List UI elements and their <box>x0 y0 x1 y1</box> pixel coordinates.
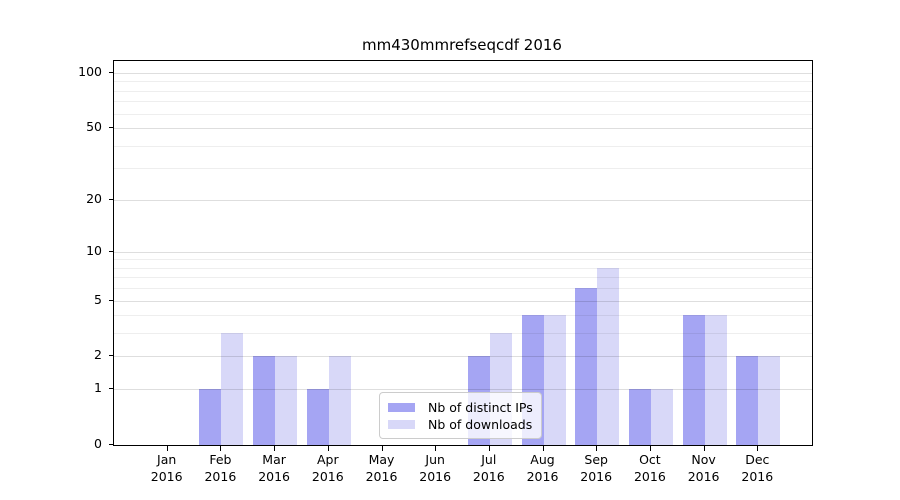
x-tick-label: Nov 2016 <box>687 452 720 484</box>
bar-downloads-apr <box>328 356 351 445</box>
gridline-major <box>114 251 812 253</box>
x-tick-label: Oct 2016 <box>633 452 666 484</box>
bar-distinct-ips-dec <box>736 356 759 445</box>
bar-distinct-ips-apr <box>306 389 329 445</box>
legend-label-distinct-ips: Nb of distinct IPs <box>428 400 533 415</box>
x-axis-tick <box>488 446 490 451</box>
x-axis-tick <box>649 446 651 451</box>
bar-downloads-aug <box>543 315 566 445</box>
x-axis-tick <box>757 446 759 451</box>
x-tick-label: May 2016 <box>365 452 398 484</box>
y-tick-label: 20 <box>86 190 102 206</box>
y-axis-tick <box>109 127 114 128</box>
x-tick-label: Jan 2016 <box>150 452 183 484</box>
x-tick-label: Aug 2016 <box>526 452 559 484</box>
bar-downloads-sep <box>597 267 620 445</box>
legend-item-distinct-ips: Nb of distinct IPs <box>388 399 533 416</box>
gridline-minor <box>114 315 812 317</box>
x-tick-label: Jun 2016 <box>419 452 452 484</box>
legend: Nb of distinct IPs Nb of downloads <box>379 392 542 439</box>
y-axis-tick <box>109 355 114 357</box>
legend-item-downloads: Nb of downloads <box>388 416 533 433</box>
gridline-minor <box>114 90 812 92</box>
x-tick-label: Jul 2016 <box>472 452 505 484</box>
plot-area <box>113 60 813 446</box>
x-axis-tick <box>274 446 276 451</box>
y-tick-label: 1 <box>94 380 102 396</box>
x-tick-label: Feb 2016 <box>204 452 237 484</box>
gridline-minor <box>114 267 812 269</box>
gridline-minor <box>114 145 812 147</box>
legend-label-downloads: Nb of downloads <box>428 417 533 432</box>
bar-downloads-nov <box>704 315 727 445</box>
bar-distinct-ips-mar <box>253 356 276 445</box>
x-axis-tick <box>435 446 437 451</box>
gridline-minor <box>114 333 812 335</box>
gridline-major <box>114 128 812 129</box>
y-tick-label: 10 <box>86 242 102 258</box>
bar-downloads-oct <box>650 389 673 445</box>
x-axis-tick <box>542 446 544 451</box>
legend-swatch-distinct-ips <box>388 403 415 412</box>
x-axis-tick <box>327 446 329 451</box>
bar-distinct-ips-feb <box>199 389 222 445</box>
y-tick-label: 100 <box>78 63 102 79</box>
x-axis-tick <box>596 446 598 451</box>
y-tick-label: 50 <box>86 119 102 134</box>
chart-title: mm430mmrefseqcdf 2016 <box>362 36 562 54</box>
gridline-minor <box>114 259 812 261</box>
y-tick-label: 2 <box>94 347 102 363</box>
bar-downloads-dec <box>758 356 781 445</box>
gridline-major <box>114 72 812 74</box>
gridline-minor <box>114 81 812 83</box>
gridline-minor <box>114 277 812 279</box>
y-axis-tick <box>109 388 114 390</box>
bar-downloads-feb <box>221 333 244 445</box>
y-axis-tick <box>109 444 114 445</box>
y-axis-tick <box>109 250 114 252</box>
y-axis-tick <box>109 71 114 73</box>
x-tick-label: Mar 2016 <box>258 452 290 484</box>
y-tick-label: 0 <box>94 436 102 451</box>
gridline-major <box>114 199 812 201</box>
gridline-minor <box>114 113 812 115</box>
bar-distinct-ips-sep <box>575 288 598 445</box>
x-tick-label: Sep 2016 <box>580 452 613 484</box>
gridline-major <box>114 300 812 302</box>
bar-downloads-mar <box>275 356 298 445</box>
y-axis-tick <box>109 299 114 301</box>
x-tick-label: Dec 2016 <box>741 452 774 484</box>
gridline-major <box>114 356 812 358</box>
x-tick-label: Apr 2016 <box>311 452 344 484</box>
gridline-minor <box>114 168 812 170</box>
x-axis-tick <box>166 446 168 451</box>
gridline-major <box>114 389 812 391</box>
bar-distinct-ips-nov <box>682 315 705 445</box>
x-axis-tick <box>381 446 383 451</box>
y-axis-tick <box>109 198 114 200</box>
x-axis-tick <box>703 446 705 451</box>
gridline-minor <box>114 288 812 290</box>
bar-distinct-ips-oct <box>628 389 651 445</box>
legend-swatch-downloads <box>388 420 415 429</box>
x-axis-tick <box>220 446 222 451</box>
y-tick-label: 5 <box>94 291 102 307</box>
gridline-minor <box>114 101 812 103</box>
